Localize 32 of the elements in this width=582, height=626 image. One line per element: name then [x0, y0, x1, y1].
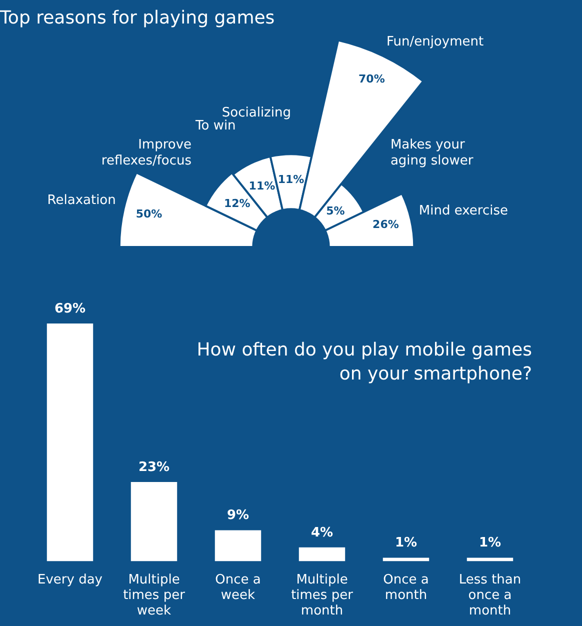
x-tick-label: Once a week — [215, 572, 261, 603]
data-label: 23% — [138, 460, 170, 475]
data-label: 1% — [478, 536, 502, 551]
x-tick-label: Every day — [38, 572, 103, 588]
category-label: Improve reflexes/focus — [101, 138, 192, 169]
data-label: 5% — [326, 204, 345, 218]
data-label: 69% — [54, 301, 86, 316]
data-label: 4% — [310, 525, 334, 540]
data-label: 26% — [372, 218, 399, 232]
data-label: 50% — [136, 207, 162, 220]
data-label: 11% — [278, 172, 304, 186]
data-label: 70% — [358, 72, 385, 86]
category-label: To win — [194, 118, 236, 134]
data-label: 1% — [394, 536, 418, 551]
bar — [130, 482, 178, 562]
bar — [214, 530, 262, 562]
x-tick-label: Multiple times per week — [123, 572, 186, 619]
x-tick-label: Multiple times per month — [291, 572, 354, 619]
text: Top reasons for playing games — [0, 7, 275, 28]
data-label: 12% — [224, 196, 250, 210]
bar — [298, 547, 346, 562]
text: How often do you play mobile games on your smartphone? — [196, 340, 532, 385]
category-label: Relaxation — [47, 192, 116, 208]
x-tick-label: Once a month — [383, 572, 429, 603]
bar — [46, 323, 94, 562]
category-label: Makes your aging slower — [390, 138, 474, 169]
x-tick-label: Less than once a month — [458, 572, 522, 619]
category-label: Fun/enjoyment — [386, 34, 484, 50]
data-label: 9% — [226, 508, 250, 524]
category-label: Mind exercise — [418, 204, 508, 219]
category-label: Socializing — [222, 106, 291, 121]
data-label: 11% — [248, 180, 276, 193]
